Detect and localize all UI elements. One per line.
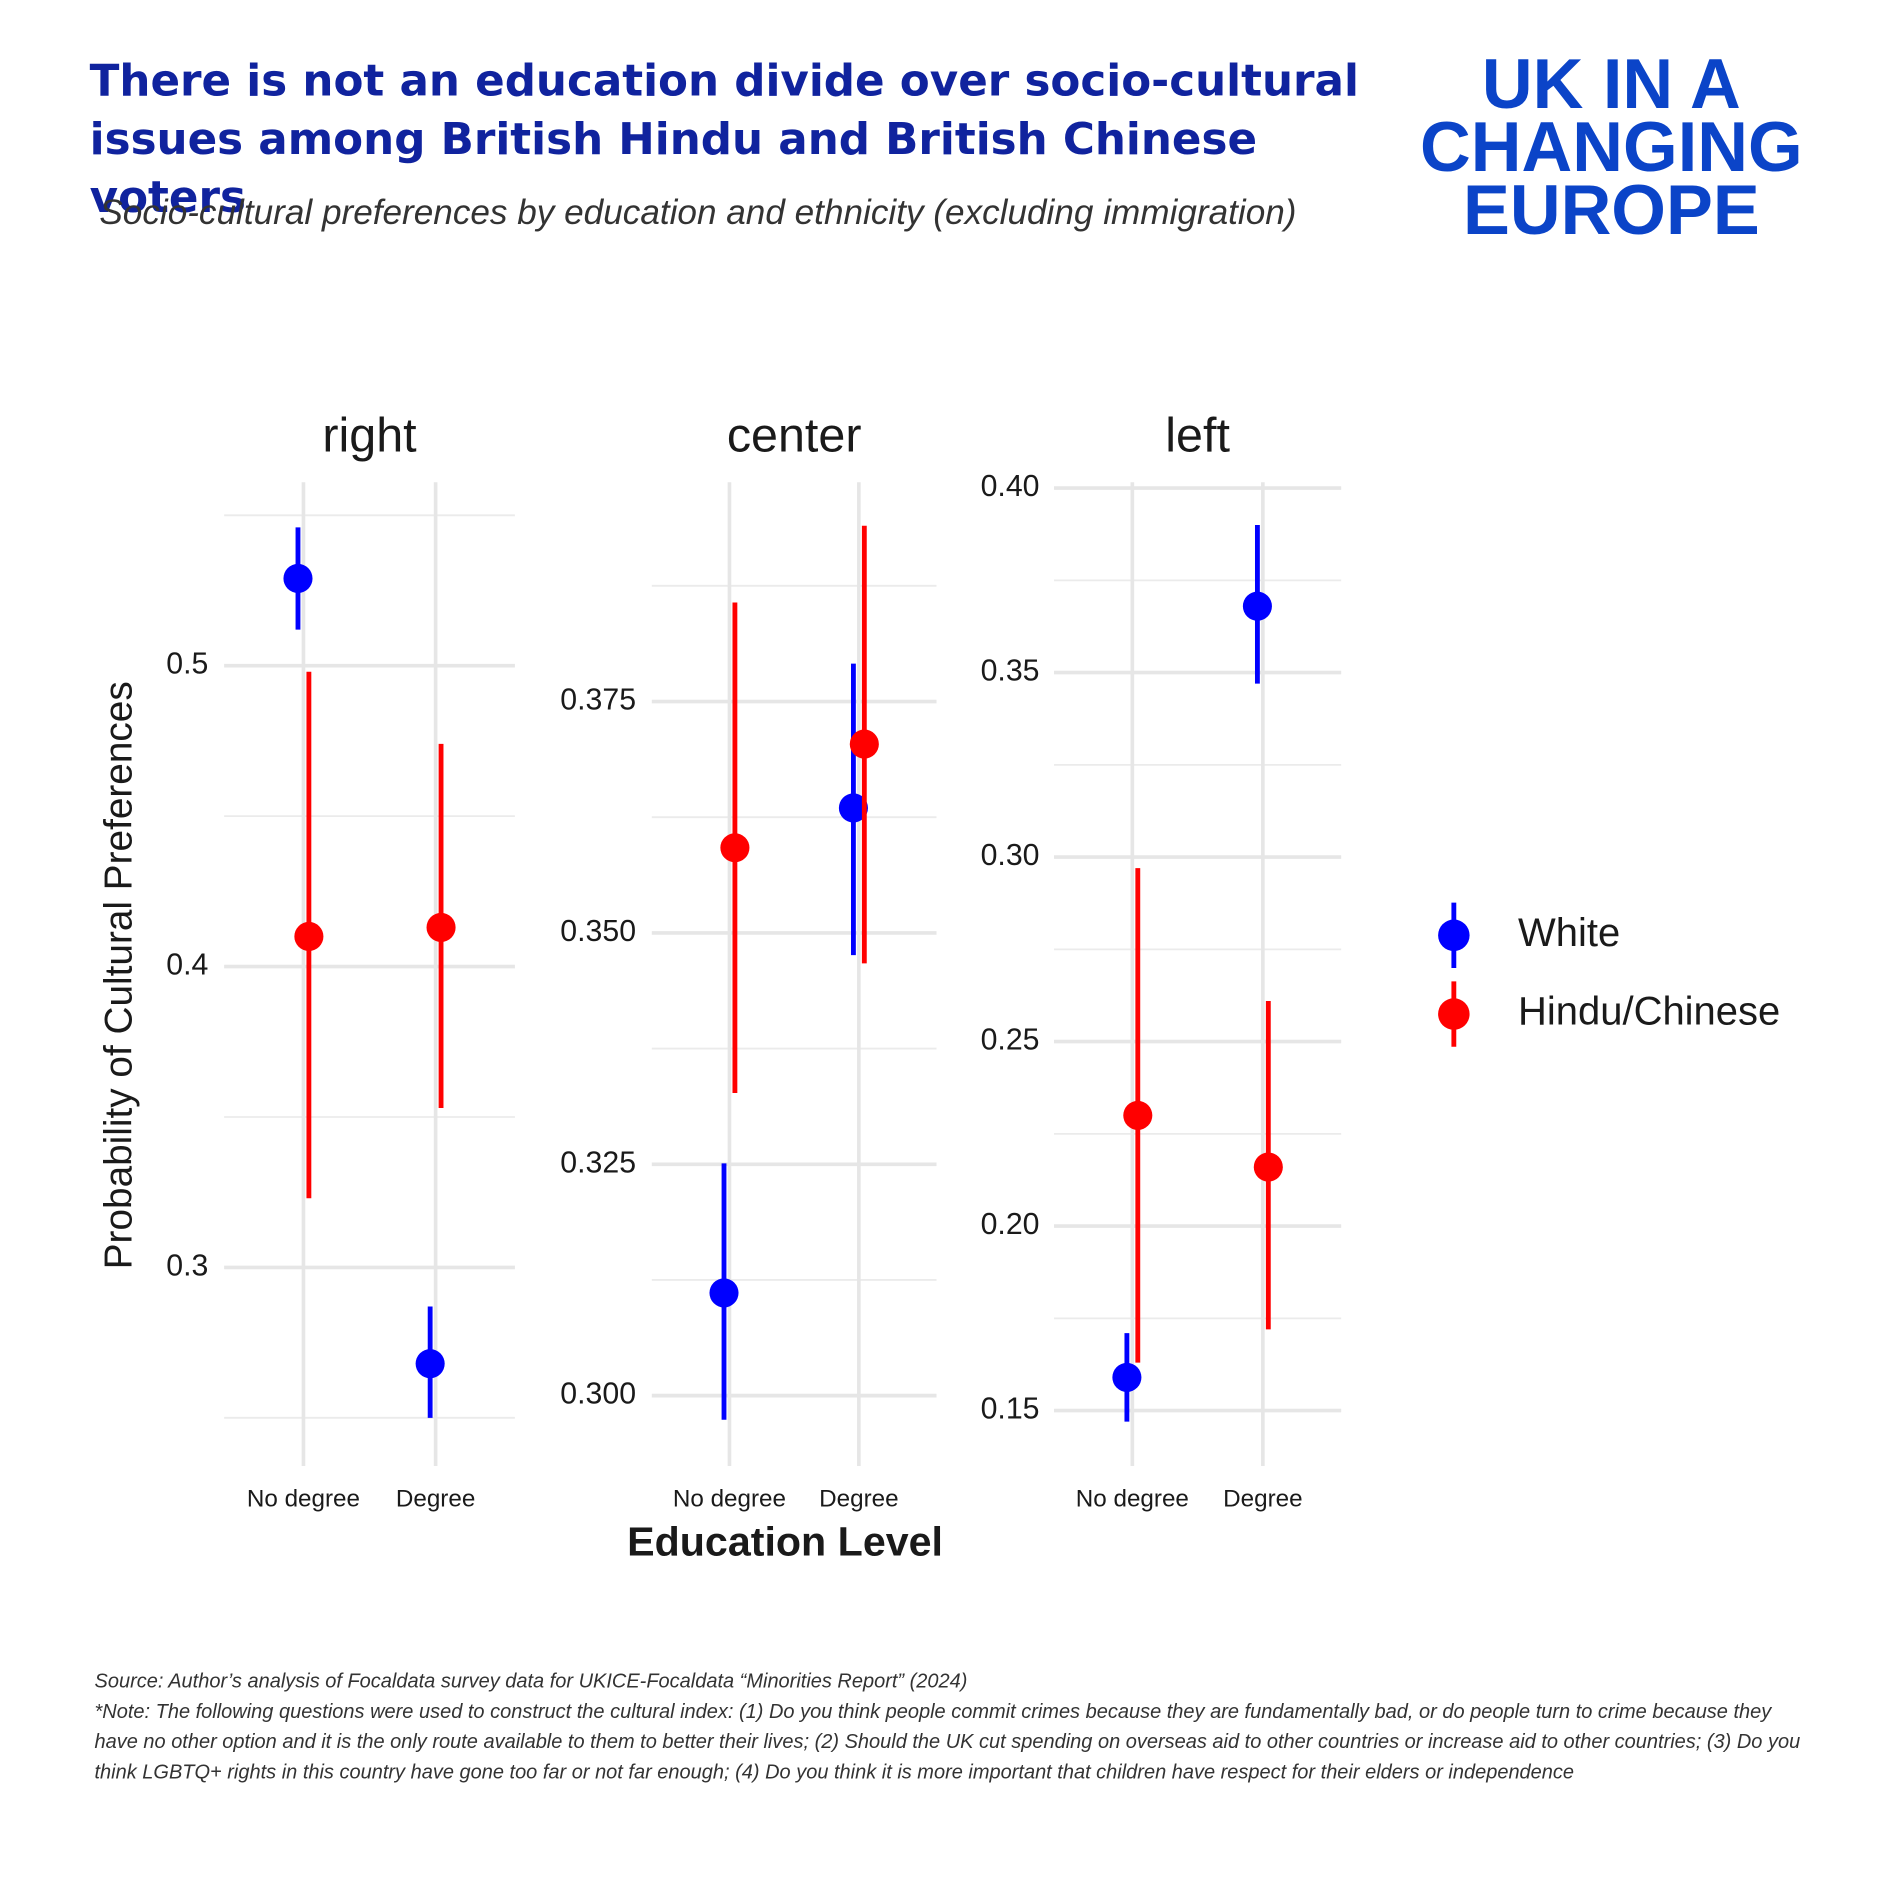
point bbox=[426, 912, 456, 942]
point bbox=[1112, 1362, 1142, 1392]
y-tick-label: 0.35 bbox=[981, 655, 1040, 688]
point bbox=[709, 1278, 739, 1308]
y-tick-label: 0.20 bbox=[981, 1208, 1040, 1241]
y-tick-label: 0.25 bbox=[981, 1024, 1040, 1057]
source: Source: Author’s analysis of Focaldata s… bbox=[94, 1670, 968, 1693]
legend-point bbox=[1438, 919, 1470, 952]
y-tick-label: 0.3 bbox=[166, 1249, 208, 1282]
point bbox=[1253, 1152, 1283, 1182]
y-tick-label: 0.15 bbox=[981, 1393, 1040, 1426]
y-tick-label: 0.350 bbox=[560, 915, 636, 948]
point bbox=[838, 793, 868, 823]
x-tick-label: No degree bbox=[247, 1485, 360, 1512]
legend-label: White bbox=[1518, 911, 1620, 955]
logo-line: EUROPE bbox=[1462, 170, 1760, 250]
legend-label: Hindu/Chinese bbox=[1518, 990, 1780, 1034]
logo: UK IN A CHANGING EUROPE bbox=[1405, 44, 1817, 250]
y-tick-label: 0.40 bbox=[981, 470, 1040, 503]
point bbox=[849, 729, 879, 759]
note: *Note: The following questions were used… bbox=[94, 1700, 1801, 1784]
y-tick-label: 0.325 bbox=[560, 1146, 636, 1179]
x-tick-label: No degree bbox=[1076, 1485, 1189, 1512]
legend-point bbox=[1438, 998, 1470, 1030]
point bbox=[1123, 1100, 1153, 1130]
y-axis-label: Probability of Cultural Preferences bbox=[97, 681, 140, 1269]
x-tick-label: No degree bbox=[673, 1485, 786, 1512]
title: There is not an education divide over so… bbox=[89, 56, 1359, 223]
point bbox=[720, 833, 750, 863]
y-tick-label: 0.4 bbox=[166, 949, 208, 982]
subtitle: Socio-cultural preferences by education … bbox=[99, 193, 1297, 233]
x-axis-label: Education Level bbox=[627, 1519, 943, 1565]
x-tick-label: Degree bbox=[396, 1485, 475, 1512]
logo-line: UK IN A bbox=[1481, 44, 1741, 124]
y-tick-label: 0.30 bbox=[981, 839, 1040, 872]
facet-title: left bbox=[1165, 408, 1230, 462]
y-tick-label: 0.5 bbox=[166, 648, 208, 681]
point bbox=[294, 921, 324, 952]
facet-title: center bbox=[727, 408, 862, 462]
logo-line: CHANGING bbox=[1420, 107, 1803, 187]
facet-title: right bbox=[322, 408, 417, 462]
point bbox=[1242, 591, 1272, 621]
y-tick-label: 0.300 bbox=[560, 1378, 636, 1411]
point bbox=[415, 1349, 445, 1379]
x-tick-label: Degree bbox=[819, 1485, 898, 1512]
x-tick-label: Degree bbox=[1223, 1485, 1302, 1512]
footer: Source: Author’s analysis of Focaldata s… bbox=[94, 1667, 1802, 1788]
point bbox=[283, 563, 313, 594]
y-tick-label: 0.375 bbox=[560, 684, 636, 717]
